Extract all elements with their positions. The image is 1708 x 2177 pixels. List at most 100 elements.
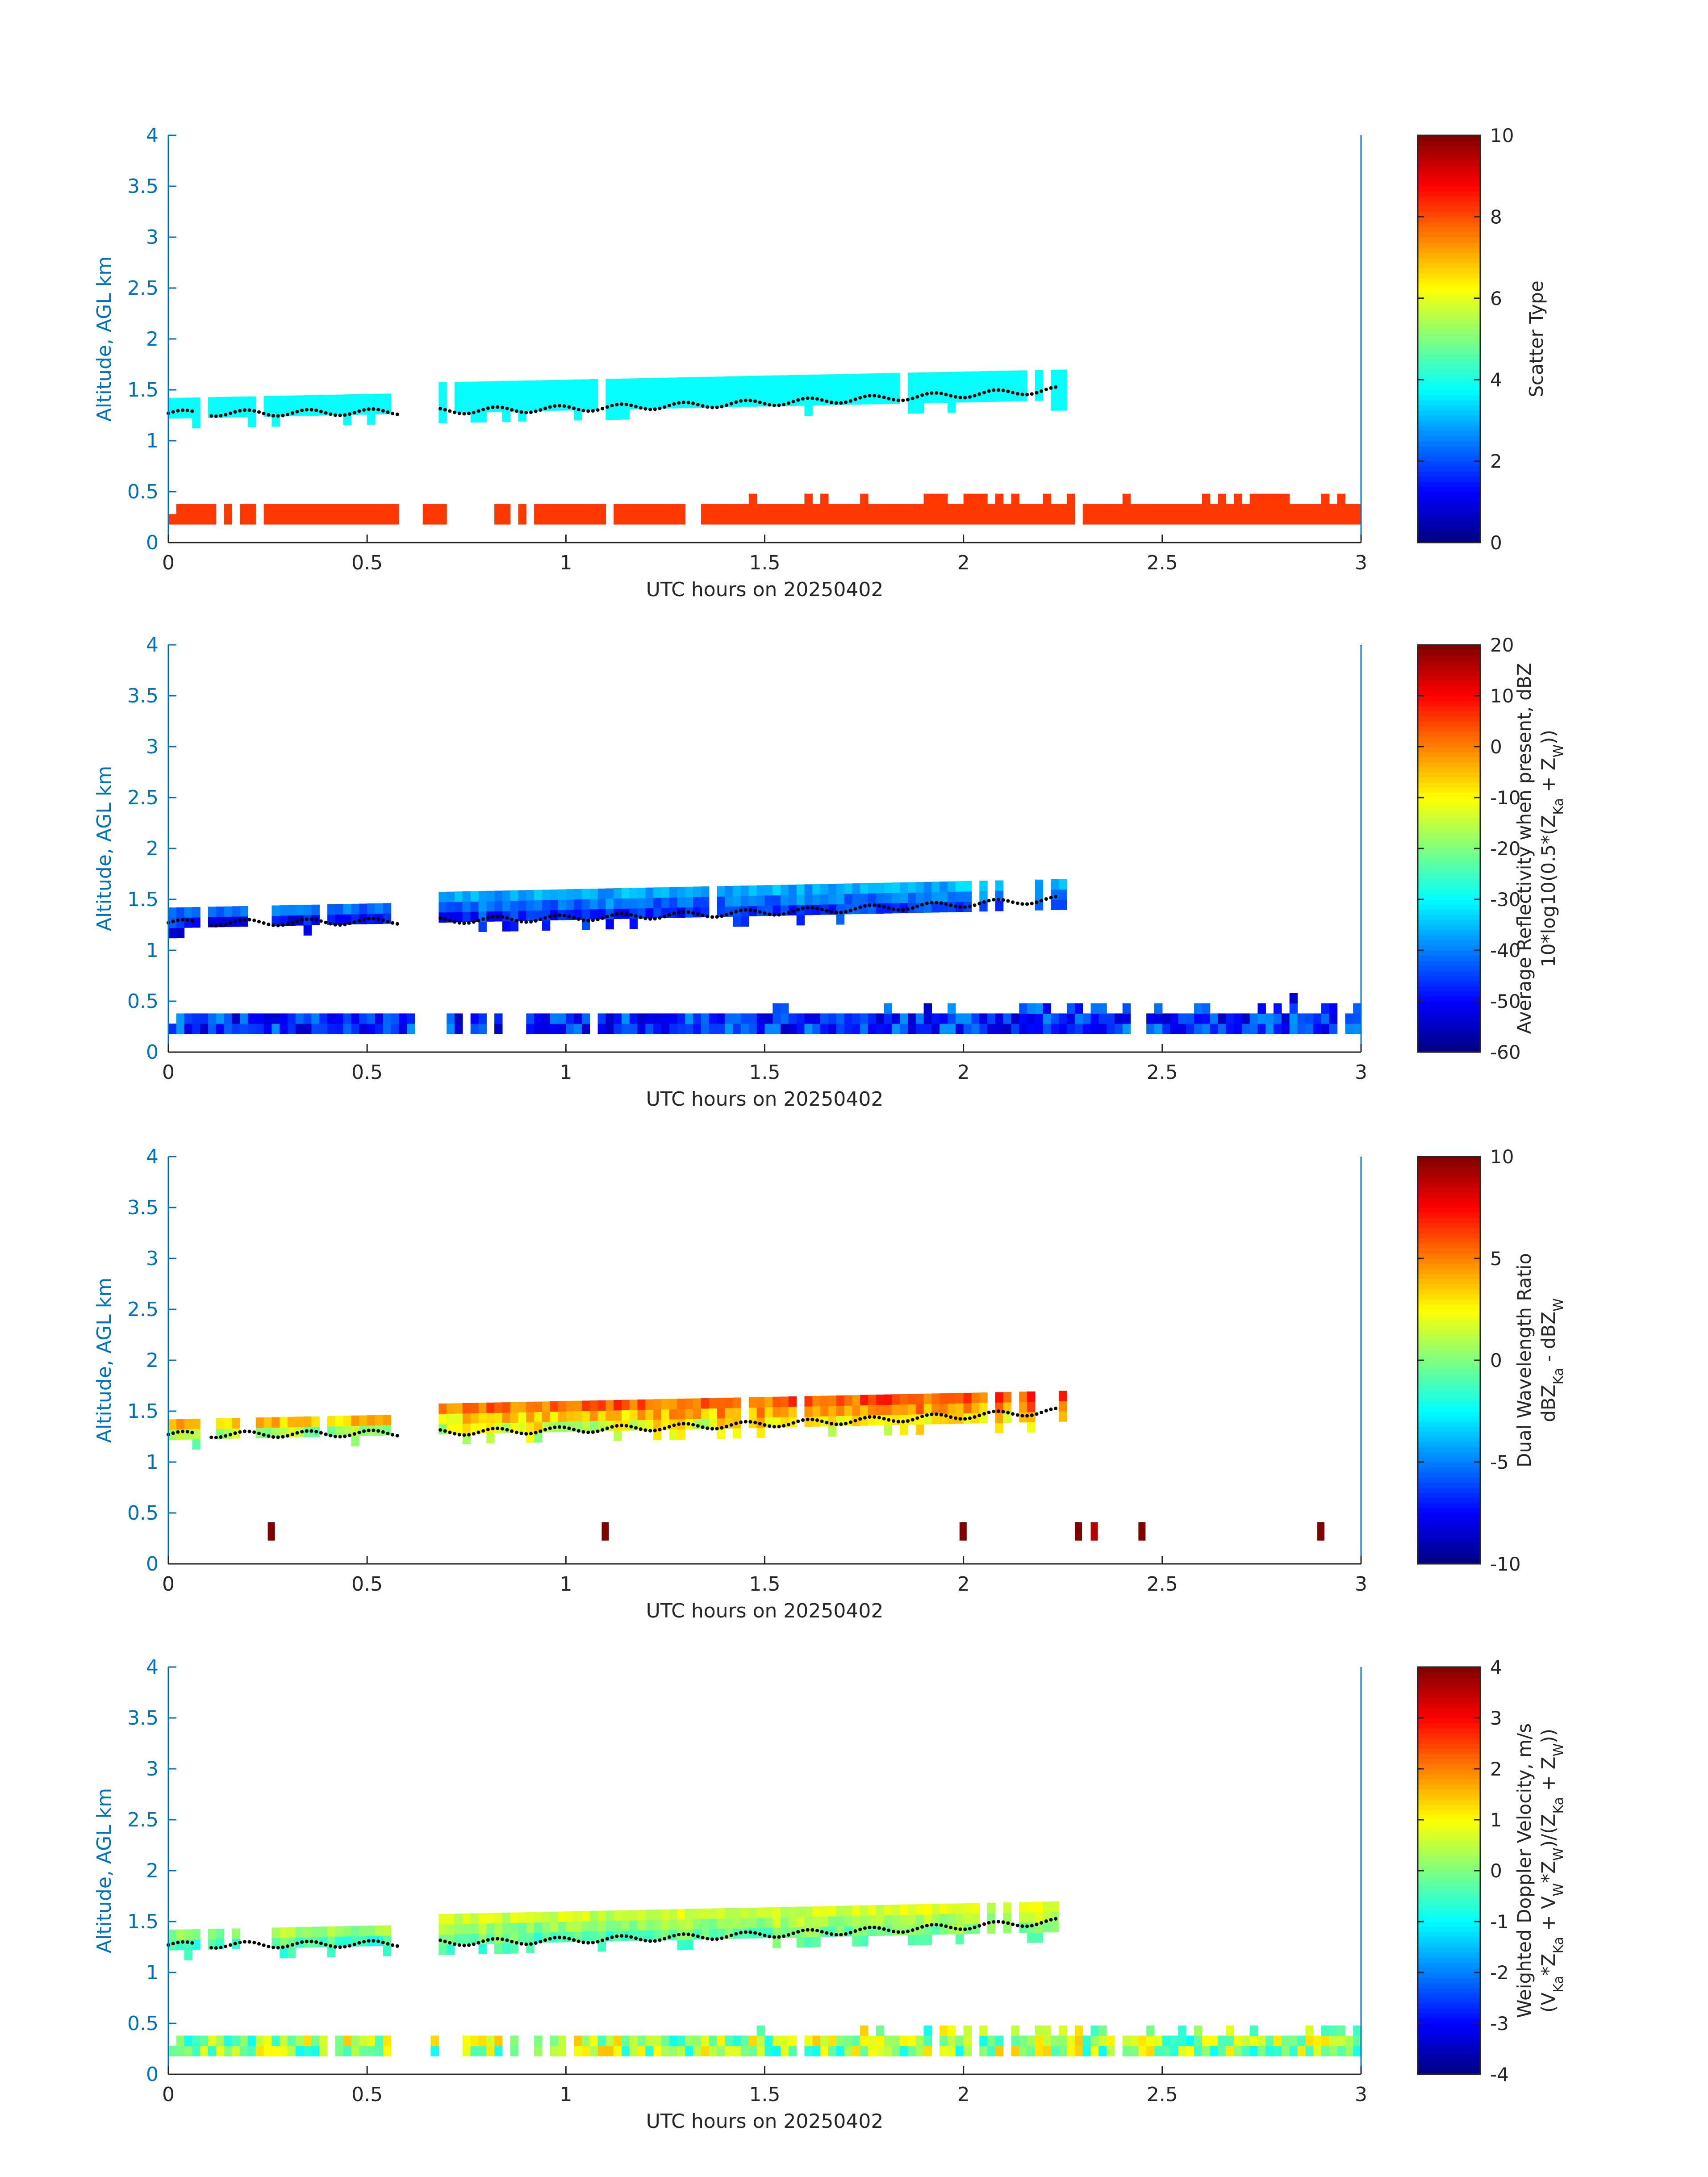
- heatmap-cell: [1107, 514, 1115, 525]
- colorbar-segment: [1418, 853, 1480, 859]
- heatmap-cell: [280, 504, 288, 514]
- heatmap-cell: [860, 1395, 869, 1406]
- heatmap-cell: [963, 392, 972, 402]
- melting-layer-dot: [1011, 391, 1015, 395]
- heatmap-cell: [820, 1396, 829, 1406]
- heatmap-cell: [685, 1939, 693, 1950]
- heatmap-cell: [614, 1400, 622, 1411]
- heatmap-cell: [606, 1024, 614, 1034]
- heatmap-cell: [192, 1024, 200, 1034]
- heatmap-cell: [868, 2035, 877, 2046]
- melting-layer-dot: [753, 1931, 757, 1935]
- heatmap-cell: [915, 1394, 924, 1404]
- heatmap-cell: [606, 2046, 614, 2056]
- melting-layer-dot: [457, 1943, 461, 1947]
- heatmap-cell: [661, 2046, 670, 2056]
- heatmap-cell: [685, 2035, 693, 2046]
- heatmap-cell: [995, 1412, 1004, 1423]
- colorbar-segment: [1418, 696, 1480, 702]
- heatmap-cell: [1075, 2035, 1083, 2046]
- heatmap-cell: [923, 1924, 932, 1935]
- heatmap-cell: [773, 2046, 781, 2056]
- colorbar-segment: [1418, 1794, 1480, 1800]
- heatmap-cell: [653, 1013, 662, 1024]
- heatmap-cell: [550, 889, 559, 900]
- heatmap-cell: [558, 2035, 566, 2046]
- heatmap-cell: [558, 1013, 566, 1024]
- heatmap-cell: [502, 1913, 511, 1923]
- colorbar-segment: [1418, 186, 1480, 192]
- colorbar-tick-label: 5: [1490, 1248, 1502, 1270]
- heatmap-cell: [614, 389, 622, 400]
- melting-layer-dot: [242, 918, 246, 922]
- heatmap-cell: [773, 885, 781, 896]
- heatmap-cell: [1003, 380, 1012, 392]
- heatmap-cell: [462, 2035, 471, 2046]
- heatmap-cell: [240, 504, 248, 514]
- heatmap-cell: [892, 514, 900, 525]
- heatmap-cell: [812, 1906, 821, 1917]
- heatmap-cell: [1337, 2035, 1345, 2046]
- melting-layer-dot: [257, 919, 261, 923]
- heatmap-cell: [796, 1024, 805, 1034]
- melting-layer-dot: [658, 916, 662, 920]
- x-tick-label: 1: [560, 2083, 572, 2106]
- melting-layer-dot: [576, 917, 580, 921]
- melting-layer-dot: [496, 1426, 500, 1430]
- melting-layer-dot: [734, 400, 738, 404]
- heatmap-cell: [701, 1024, 710, 1034]
- colorbar-segment: [1418, 1916, 1480, 1922]
- heatmap-cell: [979, 2035, 988, 2046]
- colorbar-segment: [1418, 1263, 1480, 1269]
- heatmap-cell: [614, 888, 622, 899]
- heatmap-cell: [725, 1013, 733, 1024]
- colorbar-segment: [1418, 145, 1480, 151]
- heatmap-cell: [1067, 493, 1075, 504]
- colorbar-segment: [1418, 466, 1480, 472]
- melting-layer-dot: [973, 1926, 977, 1930]
- heatmap-cell: [860, 514, 869, 525]
- melting-layer-dot: [992, 1920, 996, 1924]
- y-tick-label: 1.5: [127, 379, 159, 401]
- colorbar-segment: [1418, 247, 1480, 253]
- melting-layer-dot: [314, 1430, 318, 1433]
- heatmap-cell: [748, 376, 757, 387]
- melting-layer-dot: [1006, 899, 1010, 903]
- colorbar-segment: [1418, 919, 1480, 925]
- heatmap-cell: [915, 1904, 924, 1915]
- heatmap-cell: [248, 2046, 256, 2056]
- heatmap-cell: [645, 1409, 654, 1420]
- melting-layer-dot: [701, 404, 705, 408]
- heatmap-cell: [940, 382, 948, 393]
- heatmap-cell: [963, 504, 972, 514]
- heatmap-cell: [216, 1013, 225, 1024]
- melting-layer-dot: [772, 1935, 776, 1939]
- colorbar-segment: [1418, 2064, 1480, 2070]
- colorbar-segment: [1418, 675, 1480, 681]
- heatmap-cell: [295, 2046, 304, 2056]
- heatmap-cell: [828, 2035, 837, 2046]
- melting-layer-dot: [920, 393, 924, 397]
- colorbar-segment: [1418, 1401, 1480, 1407]
- heatmap-cell: [288, 2035, 296, 2046]
- heatmap-cell: [1281, 493, 1290, 504]
- colorbar-segment: [1418, 1299, 1480, 1305]
- melting-layer-dot: [748, 398, 752, 402]
- heatmap-cell: [788, 894, 797, 906]
- melting-layer-dot: [1049, 386, 1053, 390]
- colorbar-segment: [1418, 1860, 1480, 1866]
- heatmap-cell: [1067, 1024, 1075, 1034]
- heatmap-cell: [669, 514, 678, 525]
- colorbar-segment: [1418, 1411, 1480, 1417]
- heatmap-cell: [820, 1906, 829, 1917]
- melting-layer-dot: [801, 397, 805, 401]
- melting-layer-dot: [376, 1429, 380, 1433]
- heatmap-cell: [240, 906, 248, 917]
- heatmap-cell: [248, 417, 256, 427]
- melting-layer-dot: [524, 1432, 528, 1436]
- heatmap-cell: [470, 1024, 479, 1034]
- colorbar-segment: [1418, 807, 1480, 813]
- colorbar-tick-label: -60: [1490, 1041, 1521, 1063]
- heatmap-cell: [1170, 1024, 1178, 1034]
